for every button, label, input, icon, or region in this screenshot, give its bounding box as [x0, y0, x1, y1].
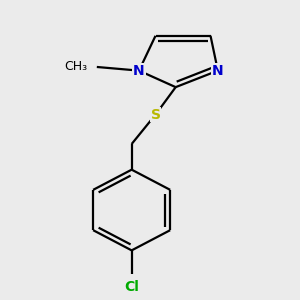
Text: Cl: Cl — [124, 280, 139, 294]
Text: S: S — [151, 108, 160, 122]
Text: CH₃: CH₃ — [64, 61, 88, 74]
Text: N: N — [212, 64, 224, 78]
Text: N: N — [133, 64, 145, 78]
